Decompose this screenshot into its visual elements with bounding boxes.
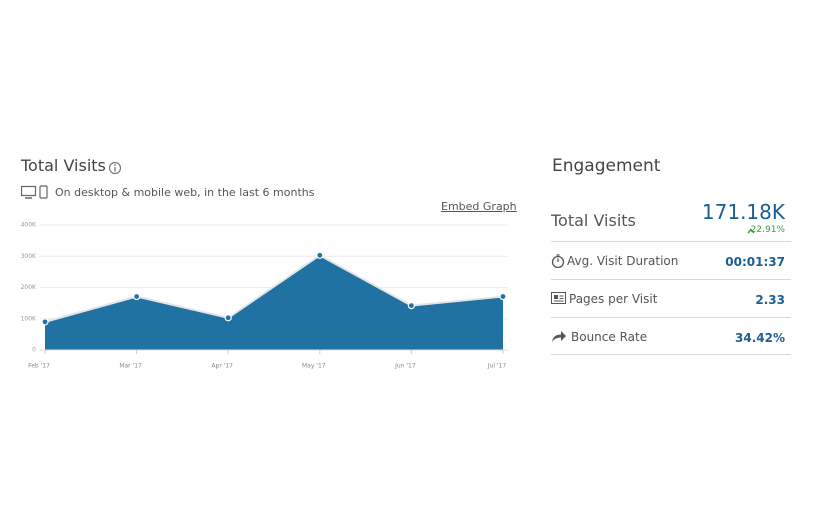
divider [551,241,791,242]
row-label: Avg. Visit Duration [567,254,679,268]
row-value: 2.33 [755,293,785,307]
x-tick-label: Mar '17 [119,363,142,370]
row-label: Bounce Rate [571,330,648,344]
row-label: Pages per Visit [569,292,658,306]
divider [551,279,791,280]
total-visits-label: Total Visits [551,211,636,230]
total-visits-value: 171.18K [701,200,785,224]
row-value: 34.42% [735,331,785,345]
info-icon[interactable] [108,161,122,175]
up-arrow [747,228,755,234]
device-icons [21,185,48,199]
total-visits-change: 22.91% [750,225,785,235]
y-tick-label: 200K [21,284,37,291]
divider [551,317,791,318]
chart-subtitle: On desktop & mobile web, in the last 6 m… [55,186,315,199]
divider [551,354,791,355]
y-tick-label: 400K [21,222,37,229]
x-tick-label: May '17 [302,363,326,370]
pages-icon [551,292,566,304]
row-value: 00:01:37 [725,255,785,269]
y-tick-label: 300K [21,253,37,260]
point [133,292,141,301]
y-tick-label: 100K [21,315,37,322]
embed-link[interactable]: Embed Graph [441,200,517,213]
chart-title: Total Visits [21,156,106,175]
engagement-title: Engagement [552,156,661,176]
area-line [44,254,504,323]
point [499,292,507,301]
x-tick-label: Jun '17 [394,363,416,370]
point [41,318,49,326]
x-tick-label: Apr '17 [211,363,233,370]
x-tick-label: Jul '17 [487,363,507,370]
point [316,251,324,259]
timer-icon [551,254,565,268]
point [407,302,415,310]
area-chart: 0 100K 200K 300K 400K Feb '17 Mar '17 Apr '17 Ma… [21,222,508,370]
point [224,314,232,322]
area [45,255,503,350]
bounce-icon [552,331,566,342]
y-tick-label: 0 [32,347,36,354]
x-tick-label: Feb '17 [28,363,50,370]
